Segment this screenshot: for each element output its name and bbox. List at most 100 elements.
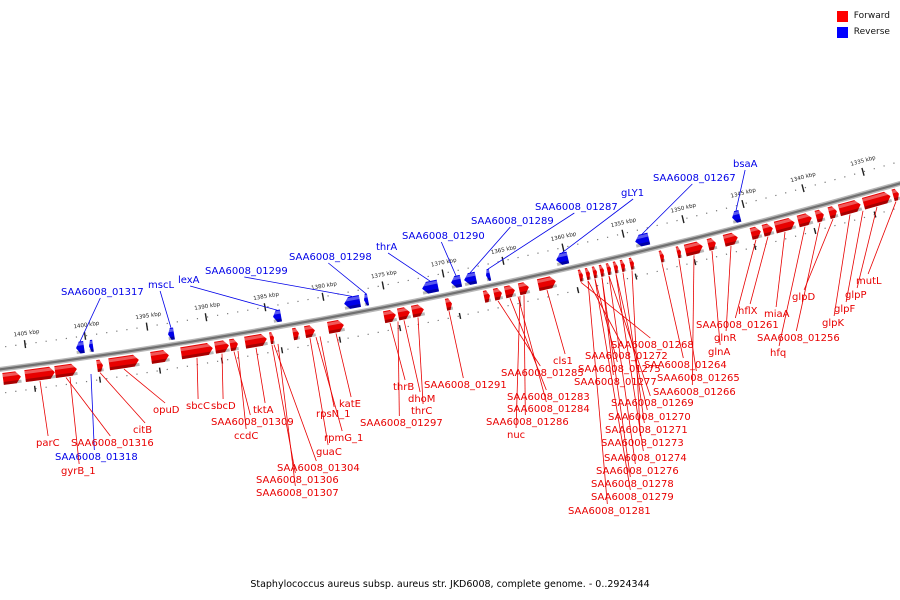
forward-gene-24 [577,269,585,282]
reverse-gene-label-10-leader [561,198,634,254]
reverse-gene-11-shadow [556,260,570,266]
forward-gene-label-10-leader [237,350,247,430]
forward-gene-6-body [150,350,169,364]
forward-gene-24-shadow [579,277,585,282]
forward-gene-38 [761,223,775,237]
forward-gene-16-shadow [398,315,412,321]
scale-tick-label: 1360 kbp [550,231,577,243]
forward-gene-label-50: hfq [770,348,786,359]
legend-label-forward: Forward [853,11,890,21]
forward-gene-31-shadow [630,265,636,270]
reverse-gene-7-body [422,279,440,294]
forward-gene-44-body [861,191,891,210]
forward-gene-label-26-leader [523,295,526,416]
reverse-gene-7-shadow [422,288,440,295]
lower-tick-mark [280,347,284,354]
forward-gene-20-shadow [494,295,504,301]
reverse-gene-label-12-leader [735,169,746,211]
forward-gene-34 [683,241,705,257]
forward-gene-41-highlight [814,209,824,215]
scale-dotted-line-lower [0,206,900,394]
reverse-gene-13-highlight [730,210,740,216]
forward-gene-11 [268,332,276,345]
forward-gene-22-body [517,282,529,296]
forward-gene-32 [658,250,666,263]
legend-item-reverse: Reverse [836,24,890,40]
scale-tick-label: 1380 kbp [311,281,338,292]
forward-gene-3-body [54,363,77,378]
forward-gene-17-highlight [411,304,424,310]
forward-gene-7-shadow [181,351,214,360]
reverse-gene-11-highlight [555,252,568,259]
scale-tick-label: 1390 kbp [194,302,221,312]
legend-swatch-reverse [836,26,848,38]
forward-gene-44-highlight [862,191,890,202]
reverse-gene-7 [421,279,440,295]
forward-gene-17-shadow [412,312,426,318]
forward-gene-36-body [722,232,738,247]
reverse-gene-10 [485,268,492,282]
reverse-gene-9-body [464,271,478,285]
reverse-gene-6 [363,293,370,307]
forward-gene-18 [444,298,454,311]
forward-gene-label-16-leader [319,336,335,408]
forward-gene-17 [410,304,426,318]
forward-gene-29-highlight [612,261,618,266]
reverse-gene-label-8: SAA6008_01289 [471,216,554,227]
forward-gene-6-shadow [151,358,170,364]
forward-gene-38-shadow [763,231,775,237]
forward-gene-label-7-leader [221,353,224,400]
lower-tick [338,336,342,343]
forward-gene-2-shadow [25,375,56,383]
forward-gene-4 [96,359,104,373]
forward-gene-label-5: opuD [153,405,180,416]
scale-tick-label: 1365 kbp [490,245,517,256]
forward-gene-label-13-leader [277,343,296,487]
reverse-gene-2 [88,339,94,353]
forward-gene-label-8: tktA [253,405,274,416]
reverse-gene-2-body [89,339,94,352]
lower-tick [634,273,638,280]
forward-gene-1-shadow [3,379,22,385]
forward-gene-22-shadow [519,290,531,296]
scale-tick: 1365 kbp [490,245,518,265]
forward-gene-label-19-leader [403,320,421,393]
lower-tick [576,287,580,294]
forward-gene-label-35-leader [622,272,645,424]
forward-gene-13-body [304,325,315,339]
scale-tick-mark [204,313,208,322]
reverse-gene-12-shadow [635,241,651,248]
forward-gene-label-4: citB [133,425,152,436]
forward-gene-7 [180,343,214,360]
reverse-gene-2-highlight [88,340,93,345]
forward-gene-label-30: SAA6008_01272 [585,351,668,362]
forward-gene-label-48: hflX [738,306,758,317]
forward-gene-41-body [814,209,824,223]
forward-gene-35-highlight [706,238,716,243]
legend: Forward Reverse [836,8,890,40]
forward-gene-13-shadow [305,333,316,339]
forward-gene-label-23: SAA6008_01285 [501,368,584,379]
forward-gene-43 [837,199,863,217]
forward-gene-33-shadow [677,254,683,259]
forward-gene-label-24-leader [509,298,547,391]
forward-gene-label-21-leader [397,321,400,417]
forward-gene-45-body [891,188,899,202]
forward-gene-label-56: mutL [856,276,882,287]
forward-gene-label-49-leader [775,231,786,308]
forward-gene-label-45-leader [711,250,721,346]
reverse-gene-12-highlight [634,233,649,240]
lower-tick-mark [813,227,817,235]
forward-gene-43-shadow [840,207,863,217]
forward-gene-label-28: cls1 [553,356,573,367]
reverse-gene-12 [634,232,651,248]
forward-gene-label-22-leader [448,311,464,379]
forward-gene-4-highlight [96,360,103,365]
forward-gene-label-3-leader [69,376,80,465]
scale-tick-label: 1400 kbp [73,321,100,331]
scale-tick-label: 1350 kbp [670,203,697,215]
forward-gene-7-body [180,343,213,360]
reverse-gene-label-3-leader [189,285,278,311]
forward-gene-label-54-leader [845,210,864,303]
reverse-gene-label-6-leader [387,252,431,282]
